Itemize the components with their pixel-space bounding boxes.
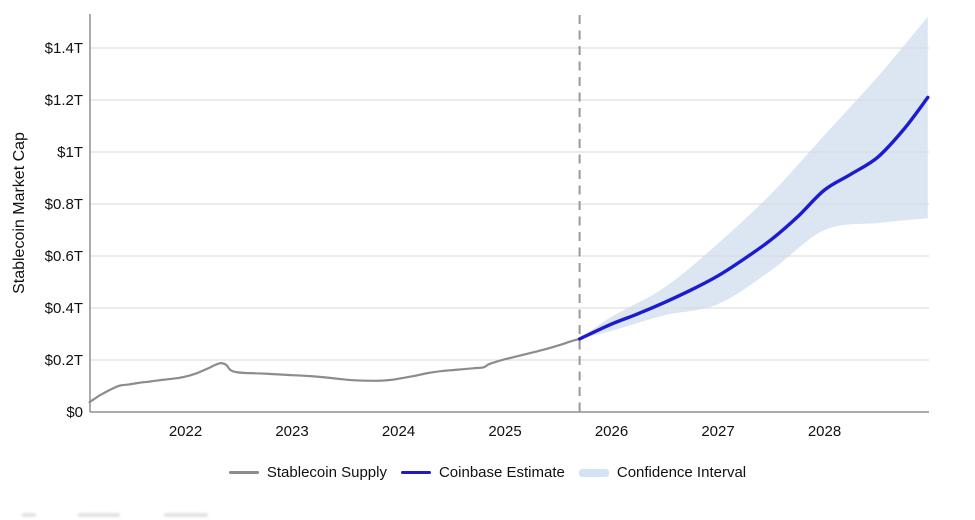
y-tick-label: $0.6T [45,248,83,265]
y-tick-label: $0.8T [45,196,83,213]
x-tick-label: 2024 [382,423,415,440]
y-axis-tick-labels: $0 $0.2T $0.4T $0.6T $0.8T $1T $1.2T $1.4T [45,40,83,421]
y-tick-label: $0.2T [45,352,83,369]
legend-item-coinbase-estimate: Coinbase Estimate [400,464,565,481]
legend-swatch-confidence-interval [578,468,609,477]
y-tick-label: $1.4T [45,40,83,57]
legend-label-confidence-interval: Confidence Interval [616,464,747,481]
x-tick-label: 2025 [488,423,521,440]
x-tick-label: 2023 [275,423,308,440]
cropped-text-remnant [78,513,120,517]
x-tick-label: 2022 [169,423,202,440]
legend-swatch-coinbase-estimate [400,470,431,475]
x-tick-label: 2027 [701,423,734,440]
y-axis-title: Stablecoin Market Cap [11,132,28,294]
y-tick-label: $0 [66,404,83,421]
coinbase-estimate-line [577,95,930,341]
chart-legend: Stablecoin Supply Coinbase Estimate Confid… [0,464,975,481]
x-tick-label: 2028 [808,423,841,440]
x-tick-label: 2026 [595,423,628,440]
cropped-text-remnant [164,513,208,517]
legend-item-stablecoin-supply: Stablecoin Supply [228,464,387,481]
legend-item-confidence-interval: Confidence Interval [578,464,747,481]
confidence-interval-band [579,16,928,339]
legend-swatch-stablecoin-supply [228,471,259,474]
gridlines [90,47,929,361]
legend-label-stablecoin-supply: Stablecoin Supply [266,464,387,481]
y-tick-label: $1T [57,144,83,161]
cropped-text-remnant [22,513,36,517]
stablecoin-market-cap-chart: $0 $0.2T $0.4T $0.6T $0.8T $1T $1.2T $1.4T 2022… [11,14,930,440]
legend-label-coinbase-estimate: Coinbase Estimate [438,464,565,481]
y-tick-label: $1.2T [45,92,83,109]
y-tick-label: $0.4T [45,300,83,317]
stablecoin-supply-line [88,337,581,404]
x-axis-tick-labels: 2022 2023 2024 2025 2026 2027 2028 [169,423,841,440]
